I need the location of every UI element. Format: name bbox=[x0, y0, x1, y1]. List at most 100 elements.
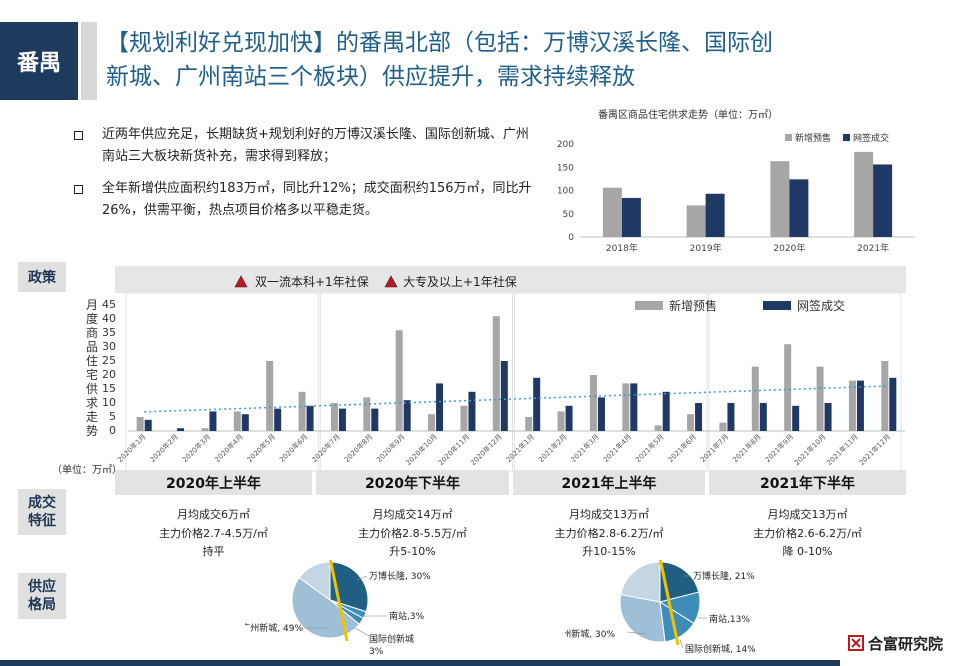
monthly-y-tick: 40 bbox=[102, 312, 116, 325]
monthly-bar-signed bbox=[209, 411, 217, 431]
monthly-y-tick: 45 bbox=[102, 298, 116, 311]
monthly-legend-label: 网签成交 bbox=[797, 298, 845, 313]
monthly-x-tick: 2021年3月 bbox=[569, 432, 601, 464]
monthly-bar-signed bbox=[759, 403, 767, 431]
monthly-legend-label: 新增预售 bbox=[669, 298, 717, 313]
period-frame bbox=[319, 293, 513, 472]
pie-chart-2020: 万博长隆, 30% 南站,3% 国际创新城 3% 广州新城, 49% bbox=[245, 560, 431, 657]
monthly-x-tick: 2021年9月 bbox=[763, 432, 795, 464]
monthly-bar-new-supply bbox=[622, 383, 630, 431]
policy-legend-label-1: 双一流本科+1年社保 bbox=[255, 274, 369, 289]
annual-bar-signed bbox=[705, 193, 725, 237]
supply-tag-label: 供应格局 bbox=[28, 579, 56, 613]
period-title: 2021年下半年 bbox=[709, 470, 906, 495]
monthly-bar-new-supply bbox=[525, 417, 533, 431]
bullet-2: 全年新增供应面积约183万㎡，同比升12%；成交面积约156万㎡，同比升26%，… bbox=[74, 178, 534, 222]
pie-highlight-line bbox=[658, 560, 680, 646]
brand-mark-icon bbox=[848, 635, 864, 651]
annual-legend-label: 网签成交 bbox=[853, 132, 889, 144]
policy-legend-label-2: 大专及以上+1年社保 bbox=[403, 274, 517, 289]
monthly-x-tick: 2021年8月 bbox=[731, 432, 763, 464]
monthly-bar-new-supply bbox=[654, 425, 662, 431]
triangle-marker-icon bbox=[384, 275, 398, 288]
monthly-bar-signed bbox=[856, 380, 864, 431]
pie-leader-line bbox=[679, 639, 684, 649]
annual-y-tick: 0 bbox=[568, 233, 574, 243]
monthly-bar-signed bbox=[727, 403, 735, 431]
monthly-y-label: 月度商品住宅供求走势 bbox=[85, 298, 98, 438]
bullet-1: 近两年供应充足，长期缺货+规划利好的万博汉溪长隆、国际创新城、广州南站三大板块新… bbox=[74, 124, 534, 168]
monthly-bar-new-supply bbox=[136, 417, 144, 431]
bullet-2-text: 全年新增供应面积约183万㎡，同比升12%；成交面积约156万㎡，同比升26%，… bbox=[102, 181, 532, 218]
monthly-x-tick: 2020年1月 bbox=[116, 432, 148, 464]
annual-x-tick: 2019年 bbox=[690, 242, 722, 254]
policy-bar bbox=[115, 266, 906, 293]
triangle-marker-icon bbox=[234, 275, 248, 288]
monthly-bar-new-supply bbox=[589, 375, 597, 431]
pie-chart-2021: 万博长隆, 21% 南站,13% 国际创新城, 14% 广州新城, 30% bbox=[565, 560, 756, 655]
monthly-bar-new-supply bbox=[460, 405, 468, 431]
monthly-x-tick: 2021年12月 bbox=[857, 432, 892, 467]
monthly-bar-signed bbox=[662, 391, 670, 431]
pie-label: 国际创新城, 14% bbox=[685, 643, 756, 655]
monthly-x-tick: 2021年6月 bbox=[666, 432, 698, 464]
page-title: 【规划利好兑现加快】的番禺北部（包括：万博汉溪长隆、国际创 新城、广州南站三个板… bbox=[106, 26, 966, 94]
monthly-x-tick: 2020年7月 bbox=[310, 432, 342, 464]
monthly-x-tick: 2020年11月 bbox=[436, 432, 471, 467]
monthly-bar-new-supply bbox=[298, 391, 306, 431]
annual-bar-new-supply bbox=[686, 205, 706, 237]
monthly-bar-signed bbox=[274, 408, 282, 431]
pie-label: 南站,3% bbox=[389, 610, 425, 622]
period-avg-deal: 月均成交14万㎡ bbox=[372, 508, 453, 521]
monthly-y-tick: 20 bbox=[102, 368, 116, 381]
monthly-bar-signed bbox=[403, 400, 411, 431]
brand-logo: 合富研究院 bbox=[848, 632, 943, 654]
period-price-change: 持平 bbox=[202, 545, 225, 558]
monthly-bar-new-supply bbox=[330, 403, 338, 431]
monthly-trend-line bbox=[144, 385, 889, 413]
monthly-x-tick: 2020年12月 bbox=[469, 432, 504, 467]
pie-slice bbox=[619, 593, 666, 643]
monthly-bar-signed bbox=[468, 391, 476, 431]
monthly-legend-swatch bbox=[763, 301, 791, 310]
monthly-y-tick: 15 bbox=[102, 382, 116, 395]
annual-y-tick: 100 bbox=[557, 187, 574, 197]
monthly-bar-signed bbox=[306, 405, 314, 431]
annual-bar-new-supply bbox=[602, 187, 622, 237]
monthly-y-tick: 5 bbox=[109, 410, 116, 423]
monthly-bar-signed bbox=[500, 361, 508, 431]
annual-legend-swatch bbox=[785, 134, 792, 141]
monthly-bar-signed bbox=[436, 383, 444, 431]
period-panel-2021h2: 2021年下半年 月均成交13万㎡ 主力价格2.6-6.2万/㎡ 降 0-10% bbox=[709, 470, 906, 559]
monthly-bar-signed bbox=[824, 403, 832, 431]
policy-legend: 双一流本科+1年社保 大专及以上+1年社保 bbox=[234, 274, 517, 289]
monthly-x-tick: 2021年10月 bbox=[792, 432, 827, 467]
monthly-x-tick: 2020年9月 bbox=[375, 432, 407, 464]
period-title: 2020年下半年 bbox=[316, 470, 509, 495]
monthly-bar-new-supply bbox=[687, 414, 695, 431]
policy-tag: 政策 bbox=[18, 262, 66, 292]
monthly-y-tick: 30 bbox=[102, 340, 116, 353]
monthly-x-tick: 2020年3月 bbox=[180, 432, 212, 464]
monthly-x-tick: 2021年11月 bbox=[825, 432, 860, 467]
monthly-bar-new-supply bbox=[492, 316, 500, 431]
brand-name: 合富研究院 bbox=[868, 634, 944, 653]
region-tag-label: 番禺 bbox=[16, 51, 61, 76]
monthly-bar-signed bbox=[241, 414, 249, 431]
deal-tag-label: 成交特征 bbox=[28, 495, 56, 529]
monthly-bar-new-supply bbox=[719, 422, 727, 431]
monthly-bar-new-supply bbox=[848, 380, 856, 431]
monthly-bar-new-supply bbox=[395, 330, 403, 431]
monthly-x-tick: 2020年5月 bbox=[245, 432, 277, 464]
period-avg-deal: 月均成交6万㎡ bbox=[177, 508, 250, 521]
monthly-bar-signed bbox=[597, 397, 605, 431]
annual-bar-signed bbox=[873, 164, 893, 237]
annual-bar-signed bbox=[621, 197, 641, 237]
annual-legend-swatch bbox=[843, 134, 850, 141]
region-tag: 番禺 bbox=[0, 22, 78, 100]
pie-label: 广州新城, 30% bbox=[565, 628, 615, 640]
pie-label: 南站,13% bbox=[709, 613, 750, 625]
annual-x-tick: 2018年 bbox=[606, 242, 638, 254]
monthly-bar-new-supply bbox=[233, 411, 241, 431]
